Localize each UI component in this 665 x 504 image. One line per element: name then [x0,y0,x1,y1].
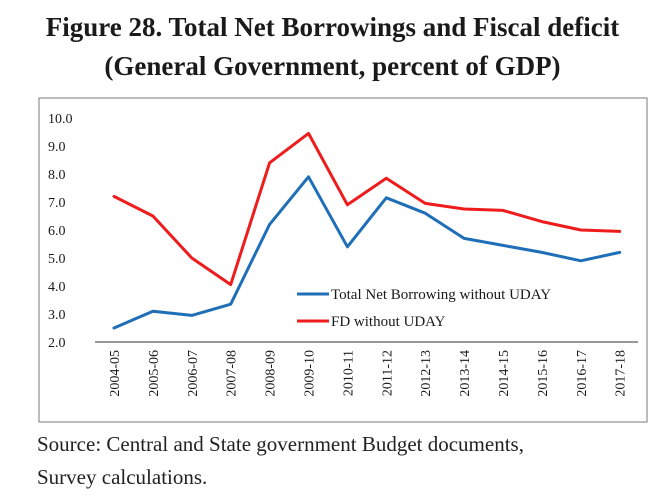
y-tick-label: 6.0 [48,224,66,239]
y-tick-label: 8.0 [48,168,66,183]
x-tick-label: 2007-08 [225,350,240,397]
y-axis-ticks: 10.0 9.0 8.0 7.0 6.0 5.0 4.0 3.0 2.0 [48,112,73,351]
x-tick-label: 2016-17 [575,350,590,397]
chart-title: Figure 28. Total Net Borrowings and Fisc… [45,12,620,42]
x-tick-label: 2004-05 [108,350,123,397]
y-tick-label: 4.0 [48,280,66,295]
chart-subtitle: (General Government, percent of GDP) [104,51,561,81]
legend: Total Net Borrowing without UDAY FD witho… [297,287,551,330]
x-tick-label: 2015-16 [536,350,551,397]
source-note-continued: Survey calculations. [37,465,208,489]
x-tick-label: 2009-10 [303,350,318,397]
y-tick-label: 9.0 [48,140,66,155]
line-chart: 10.0 9.0 8.0 7.0 6.0 5.0 4.0 3.0 2.0 2004-05 2005… [38,97,648,423]
y-tick-label: 2.0 [48,336,66,351]
x-tick-label: 2005-06 [147,350,162,397]
y-tick-label: 3.0 [48,308,66,323]
chart-border [38,97,648,423]
legend-label: Total Net Borrowing without UDAY [331,287,551,303]
source-note: Source: Central and State government Bud… [37,432,524,456]
series-line [112,131,622,287]
legend-label: FD without UDAY [331,314,446,330]
x-tick-label: 2010-11 [341,350,356,396]
x-tick-label: 2017-18 [614,350,629,397]
y-tick-label: 7.0 [48,196,66,211]
series-lines [112,131,622,330]
series-line [112,175,622,330]
y-tick-label: 10.0 [48,112,73,127]
x-tick-label: 2006-07 [186,350,201,397]
x-axis-ticks: 2004-05 2005-06 2006-07 2007-08 2008-09 2009-… [108,350,629,397]
x-tick-label: 2013-14 [458,350,473,397]
x-tick-label: 2008-09 [264,350,279,397]
x-tick-label: 2011-12 [380,350,395,396]
x-tick-label: 2014-15 [497,350,512,397]
y-tick-label: 5.0 [48,252,66,267]
x-tick-label: 2012-13 [419,350,434,397]
